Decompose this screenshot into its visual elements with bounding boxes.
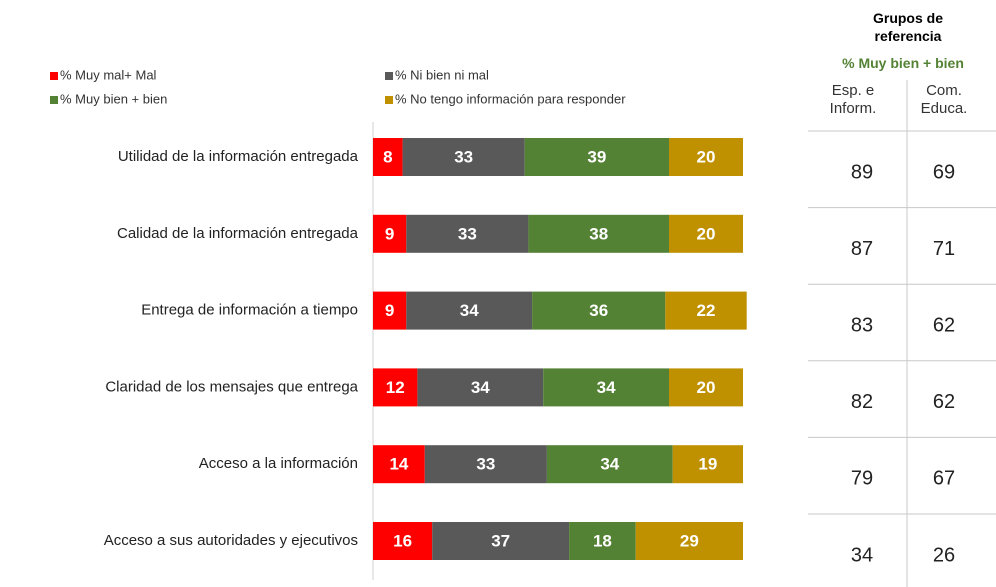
data-label: 38: [589, 224, 608, 243]
data-label: 37: [491, 531, 510, 550]
bar-segment: [669, 214, 743, 253]
category-label: Utilidad de la información entregada: [118, 148, 359, 165]
data-label: 34: [597, 378, 616, 397]
category-label: Claridad de los mensajes que entrega: [105, 378, 358, 395]
bar-segment: [373, 368, 418, 407]
table-title: Grupos de referencia: [872, 10, 943, 44]
legend-swatch: [385, 72, 393, 80]
legend-label: % Muy mal+ Mal: [60, 67, 157, 82]
bar-segment: [417, 368, 544, 407]
bar-segment: [373, 138, 403, 176]
data-label: 20: [697, 378, 716, 397]
bar-segment: [373, 291, 407, 330]
legend-swatch: [50, 72, 58, 80]
bar-segment: [532, 291, 666, 330]
table-cell: 79: [851, 468, 873, 490]
bar-segment: [669, 138, 743, 176]
data-label: 9: [385, 301, 394, 320]
legend-swatch: [50, 96, 58, 104]
bar-segment: [672, 445, 743, 484]
data-label: 20: [697, 224, 716, 243]
bar-segment: [406, 214, 529, 253]
data-label: 34: [471, 378, 490, 397]
bar-segment: [665, 291, 747, 330]
category-label: Acceso a sus autoridades y ejecutivos: [104, 532, 358, 549]
data-label: 29: [680, 531, 699, 550]
bar-segment: [402, 138, 525, 176]
bar-segment: [528, 214, 669, 253]
data-label: 34: [460, 301, 479, 320]
data-label: 9: [385, 224, 394, 243]
legend-label: % Muy bien + bien: [60, 91, 167, 106]
data-label: 19: [698, 455, 717, 474]
legend-swatch: [385, 96, 393, 104]
bar-segment: [569, 522, 636, 560]
bar-segment: [635, 522, 743, 560]
data-label: 22: [697, 301, 716, 320]
category-label: Entrega de información a tiempo: [141, 302, 358, 319]
legend-label: % No tengo información para responder: [395, 91, 626, 106]
table-cell: 62: [933, 391, 955, 413]
table-cell: 83: [851, 314, 873, 336]
bar-segment: [524, 138, 669, 176]
data-label: 33: [458, 224, 477, 243]
table-cell: 71: [933, 238, 955, 260]
legend-label: % Ni bien ni mal: [395, 67, 489, 82]
table-cell: 69: [933, 161, 955, 183]
category-label: Acceso a la información: [199, 455, 358, 472]
data-label: 39: [587, 147, 606, 166]
data-label: 34: [600, 455, 619, 474]
table-cell: 87: [851, 238, 873, 260]
data-label: 20: [697, 147, 716, 166]
bar-segment: [432, 522, 570, 560]
bar-segment: [546, 445, 673, 484]
bar-segment: [424, 445, 547, 484]
bar-segment: [406, 291, 533, 330]
table-cell: 62: [933, 314, 955, 336]
bar-segment: [669, 368, 743, 407]
data-label: 33: [476, 455, 495, 474]
table-cell: 26: [933, 544, 955, 566]
bar-segment: [373, 445, 425, 484]
bar-segment: [373, 522, 433, 560]
bar-segment: [543, 368, 669, 407]
table-cell: 34: [851, 544, 873, 566]
category-label: Calidad de la información entregada: [117, 225, 359, 242]
table-cell: 82: [851, 391, 873, 413]
table-cell: 67: [933, 468, 955, 490]
column-header: Com. Educa.: [920, 82, 968, 117]
data-label: 12: [386, 378, 405, 397]
data-label: 36: [589, 301, 608, 320]
column-header: Esp. e Inform.: [829, 82, 877, 117]
data-label: 18: [593, 531, 612, 550]
data-label: 16: [393, 531, 412, 550]
data-label: 8: [383, 147, 392, 166]
table-cell: 89: [851, 161, 873, 183]
table-subtitle: % Muy bien + bien: [842, 55, 964, 71]
data-label: 33: [454, 147, 473, 166]
data-label: 14: [389, 455, 408, 474]
bar-segment: [373, 214, 407, 253]
